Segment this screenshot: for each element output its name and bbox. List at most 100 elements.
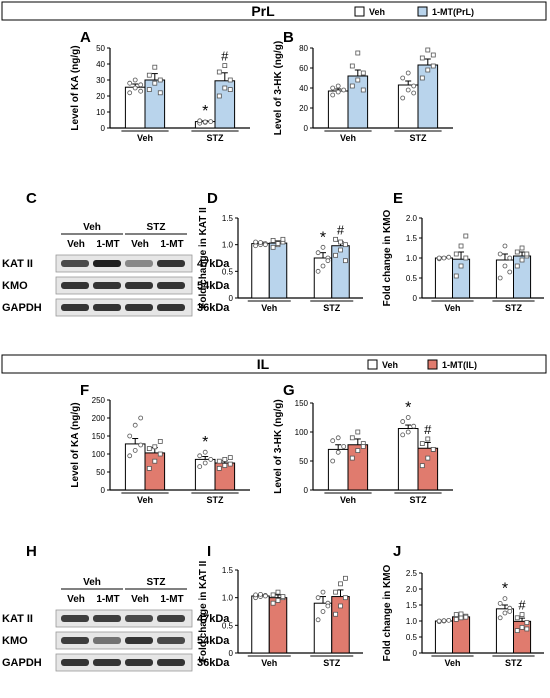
data-point-f-1-0-5 [157, 438, 163, 444]
data-point-b-1-0-5 [360, 87, 366, 93]
data-point-d-1-1-5 [342, 258, 348, 264]
x-category-label-e-0: Veh [444, 303, 460, 313]
x-category-label-i-1: STZ [323, 658, 341, 668]
data-point-g-0-1-3 [400, 419, 406, 424]
data-point-f-0-0-3 [127, 433, 133, 439]
blot-prl-band-2-1 [93, 304, 121, 311]
data-point-i-0-1-4 [320, 589, 326, 595]
blot-il-row-label-1: KMO [2, 635, 28, 647]
blot-il-band-2-0 [61, 659, 89, 666]
y-tick-label-f-1: 50 [96, 468, 105, 477]
data-point-j-0-1-4 [502, 596, 508, 601]
blot-prl-band-1-1 [93, 282, 121, 289]
y-tick-label-f-5: 250 [92, 396, 106, 405]
western-blot-il: Veh STZ Veh 1-MT Veh 1-MT KAT II 47kDa KMO 54kDa G… [2, 577, 230, 672]
data-point-j-1-0-3 [453, 612, 459, 617]
y-tick-label-f-4: 200 [92, 414, 106, 423]
blot-prl-row-label-1: KMO [2, 280, 28, 292]
y-tick-label-f-3: 150 [92, 432, 106, 441]
bar-i-1-1 [331, 596, 350, 654]
data-point-i-1-1-4 [338, 581, 343, 587]
y-tick-label-e-0: 0 [413, 294, 418, 303]
panel-letter-g: G [283, 382, 295, 399]
data-point-d-0-0-5 [262, 242, 268, 248]
y-tick-label-d-2: 1.0 [222, 241, 234, 250]
x-category-label-j-1: STZ [505, 658, 523, 668]
data-point-e-0-1-5 [507, 269, 513, 275]
y-tick-label-e-1: 0.5 [406, 274, 418, 283]
data-point-a-1-0-4 [152, 64, 158, 70]
data-point-e-1-1-1 [519, 257, 525, 263]
bar-i-0-0 [251, 595, 270, 654]
data-point-g-0-1-2 [411, 423, 417, 429]
bar-g-0-0 [327, 448, 349, 491]
bar-a-1-0 [144, 79, 166, 129]
significance-mark-f-0: * [202, 434, 208, 451]
y-tick-label-g-3: 150 [295, 399, 309, 408]
blot-il-band-1-3 [157, 637, 185, 644]
blot-prl-band-0-3 [157, 260, 185, 267]
data-point-i-1-0-5 [280, 594, 286, 599]
data-point-g-1-1-3 [419, 441, 425, 447]
y-tick-label-b-0: 0 [304, 124, 309, 133]
data-point-d-0-1-5 [325, 258, 331, 264]
data-point-i-1-1-1 [338, 603, 343, 609]
data-point-g-0-1-1 [405, 429, 411, 435]
data-point-i-1-0-3 [270, 592, 276, 598]
data-point-i-1-1-0 [333, 611, 339, 617]
prl-header: PrL Veh 1-MT(PrL) [1, 1, 547, 21]
panel-letter-c: C [26, 190, 37, 207]
y-tick-label-d-0: 0 [229, 294, 234, 303]
y-axis-label-g: Level of 3-HK (ng/g) [273, 399, 284, 493]
blot-prl-lane-label-3: 1-MT [160, 239, 183, 250]
data-point-j-0-1-3 [497, 601, 503, 606]
data-point-f-0-0-4 [132, 422, 138, 428]
data-point-d-1-0-0 [270, 244, 276, 250]
legend-veh-swatch [354, 6, 365, 17]
data-point-j-1-0-5 [463, 614, 469, 620]
y-tick-label-d-1: 0.5 [222, 267, 234, 276]
x-category-label-g-1: STZ [410, 495, 428, 505]
y-tick-label-j-2: 1.0 [406, 617, 418, 626]
y-tick-label-i-2: 1.0 [222, 594, 234, 603]
data-point-a-0-0-1 [132, 85, 138, 91]
x-category-label-b-0: Veh [340, 133, 356, 143]
y-tick-label-i-1: 0.5 [222, 621, 234, 630]
y-tick-label-g-2: 100 [295, 428, 309, 437]
data-point-e-1-1-5 [524, 251, 530, 257]
data-point-j-0-0-3 [436, 618, 442, 624]
blot-il-band-0-1 [93, 615, 121, 622]
bar-j-0-0 [434, 620, 454, 654]
data-point-f-1-0-4 [152, 444, 158, 450]
blot-prl-lane-label-2: Veh [131, 239, 149, 250]
y-tick-label-b-2: 40 [299, 84, 308, 93]
legend-veh-label: Veh [369, 7, 385, 17]
blot-prl-lane-label-0: Veh [67, 239, 85, 250]
x-category-label-i-0: Veh [261, 658, 277, 668]
data-point-i-0-0-5 [262, 593, 268, 599]
il-header-box [1, 354, 547, 374]
data-point-a-1-0-5 [157, 90, 163, 96]
il-title: IL [257, 356, 270, 372]
significance-mark-a-0: * [202, 103, 208, 120]
bar-a-1-1 [214, 80, 236, 129]
y-tick-label-e-3: 1.5 [406, 234, 418, 243]
data-point-e-1-1-4 [519, 245, 525, 251]
y-tick-label-j-3: 1.5 [406, 601, 418, 610]
blot-il-blot-strip-0 [55, 609, 193, 628]
data-point-i-1-0-0 [270, 600, 276, 606]
chart-e: 0 0.5 1.0 1.5 2.0 Fold change in KMO Veh STZ [382, 209, 544, 313]
blot-prl-band-1-2 [125, 282, 153, 289]
bar-d-1-0 [268, 242, 288, 299]
blot-il-row-label-0: KAT II [2, 613, 33, 625]
data-point-a-0-0-2 [138, 82, 144, 88]
data-point-j-0-1-0 [497, 615, 503, 621]
chart-j: 0 0.5 1.0 1.5 2.0 2.5 Fold change in KMO Veh STZ… [382, 564, 544, 668]
data-point-b-1-1-0 [419, 75, 425, 81]
data-point-f-0-0-1 [132, 447, 138, 453]
data-point-b-0-0-2 [341, 87, 347, 93]
legend-1mt-il-swatch [427, 359, 438, 370]
data-point-b-1-1-5 [430, 52, 436, 58]
bar-f-1-0 [144, 452, 166, 491]
